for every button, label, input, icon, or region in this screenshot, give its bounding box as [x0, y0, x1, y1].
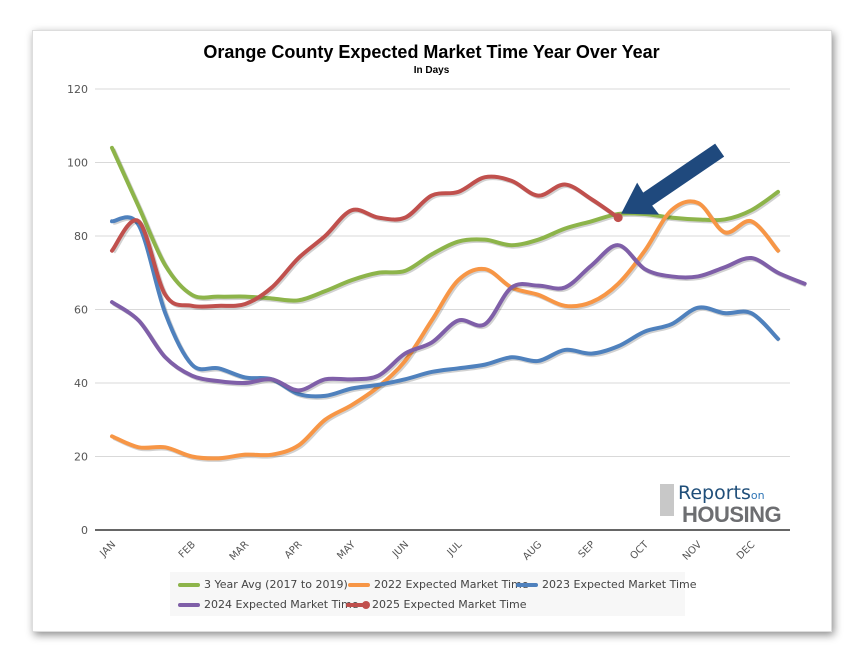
legend-item-2024: 2024 Expected Market Time — [178, 598, 359, 611]
x-tick-label: APR — [283, 539, 305, 561]
legend-item-2023: 2023 Expected Market Time — [516, 578, 697, 591]
series-line-2025-expected-market-time — [110, 174, 621, 309]
x-tick-label: JUN — [390, 539, 411, 560]
legend-item-2025: 2025 Expected Market Time — [346, 598, 527, 611]
x-tick-label: JAN — [98, 539, 119, 560]
annotation-arrow-icon — [621, 143, 725, 215]
chart-card — [32, 30, 832, 632]
series-line-3-year-avg-2017-to-2019- — [110, 145, 780, 303]
legend-item-2022: 2022 Expected Market Time — [348, 578, 529, 591]
x-tick-label: MAY — [335, 539, 358, 562]
reports-on-housing-logo: Reportson HOUSING — [660, 482, 792, 530]
x-tick-label: NOV — [681, 539, 704, 562]
x-tick-label: DEC — [735, 539, 758, 562]
x-tick-label: AUG — [521, 539, 544, 562]
logo-text-2: HOUSING — [682, 502, 782, 527]
y-tick-label: 120 — [67, 83, 88, 96]
chart-title: Orange County Expected Market Time Year … — [203, 42, 660, 62]
chart-legend: 3 Year Avg (2017 to 2019) 2022 Expected … — [170, 572, 697, 616]
logo-mark — [660, 484, 674, 516]
x-tick-label: MAR — [228, 539, 252, 563]
x-tick-label: SEP — [577, 539, 598, 560]
y-tick-label: 80 — [74, 230, 88, 243]
logo-text-on: on — [750, 489, 765, 502]
logo-text-1: Reports — [678, 482, 751, 504]
legend-item-3yr-avg: 3 Year Avg (2017 to 2019) — [178, 578, 348, 591]
x-tick-label: FEB — [177, 539, 198, 560]
series-line-2023-expected-market-time — [110, 215, 780, 399]
series-line-2022-expected-market-time — [110, 199, 780, 461]
last-point-marker — [613, 213, 623, 223]
y-tick-label: 0 — [81, 524, 88, 537]
y-tick-label: 20 — [74, 451, 88, 464]
y-tick-label: 40 — [74, 377, 88, 390]
y-tick-label: 60 — [74, 304, 88, 317]
series-line-2024-expected-market-time — [110, 243, 807, 393]
y-tick-label: 100 — [67, 157, 88, 170]
x-tick-label: OCT — [628, 539, 651, 562]
chart-subtitle: In Days — [413, 65, 450, 76]
x-tick-label: JUL — [445, 539, 465, 559]
